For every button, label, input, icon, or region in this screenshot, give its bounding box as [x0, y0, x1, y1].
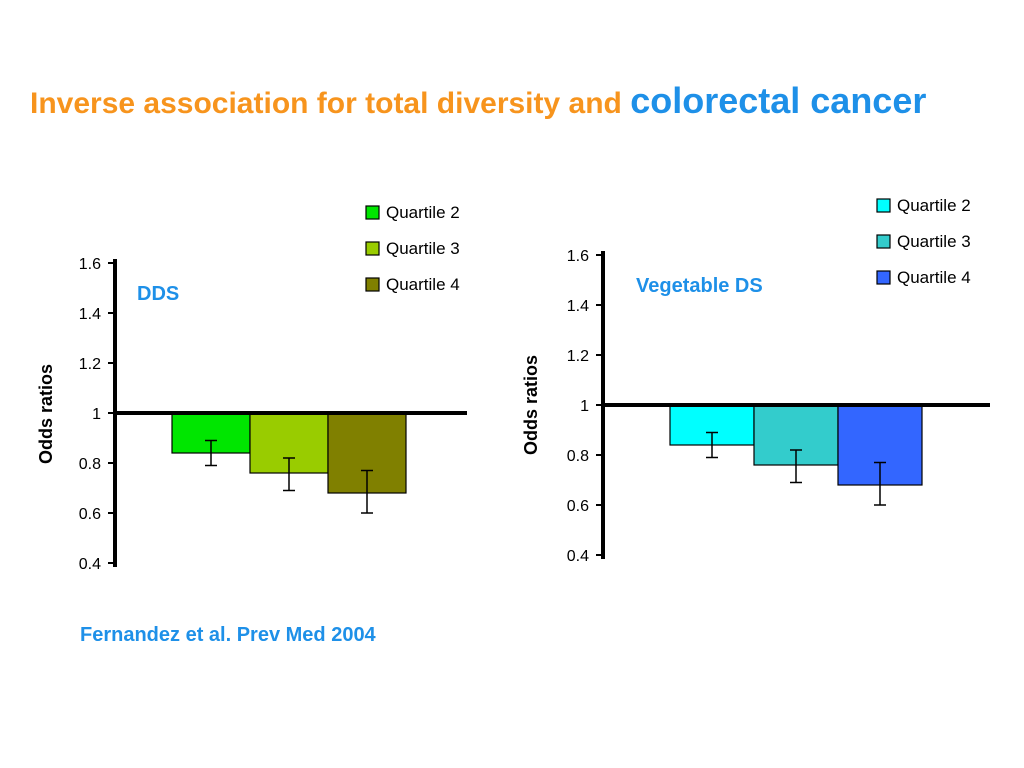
y-tick-label: 0.4: [567, 548, 589, 565]
legend-swatch-3: [876, 234, 891, 249]
legend-label-2: Quartile 2: [386, 203, 460, 222]
y-axis-label: Odds ratios: [521, 355, 541, 455]
y-tick-label: 0.4: [79, 556, 101, 573]
legend-label-3: Quartile 3: [897, 232, 971, 251]
slide-title: Inverse association for total diversity …: [30, 78, 990, 127]
y-tick-label: 1: [92, 406, 101, 423]
y-tick-label: 0.8: [79, 456, 101, 473]
legend-swatch-2: [365, 205, 380, 220]
legend-swatch-4: [876, 270, 891, 285]
y-tick-label: 1.4: [567, 298, 589, 315]
y-axis-label: Odds ratios: [36, 364, 56, 464]
chart-title: DDS: [137, 283, 179, 305]
y-tick-label: 1.2: [79, 356, 101, 373]
legend-swatch-3: [365, 241, 380, 256]
y-tick-label: 1.2: [567, 348, 589, 365]
citation: Fernandez et al. Prev Med 2004: [80, 624, 376, 646]
legend-label-3: Quartile 3: [386, 239, 460, 258]
slide-title-part2: colorectal cancer: [630, 80, 927, 121]
y-tick-label: 1.6: [567, 248, 589, 265]
y-tick-label: 1.6: [79, 256, 101, 273]
y-tick-label: 1: [580, 398, 589, 415]
legend-swatch-4: [365, 277, 380, 292]
legend-label-4: Quartile 4: [386, 275, 460, 294]
y-tick-label: 0.8: [567, 448, 589, 465]
slide-title-part1: Inverse association for total diversity …: [30, 87, 631, 120]
y-tick-label: 0.6: [79, 506, 101, 523]
chart-title: Vegetable DS: [636, 275, 763, 297]
y-tick-label: 1.4: [79, 306, 101, 323]
legend-label-4: Quartile 4: [897, 268, 971, 287]
y-tick-label: 0.6: [567, 498, 589, 515]
legend-label-2: Quartile 2: [897, 196, 971, 215]
legend-swatch-2: [876, 198, 891, 213]
